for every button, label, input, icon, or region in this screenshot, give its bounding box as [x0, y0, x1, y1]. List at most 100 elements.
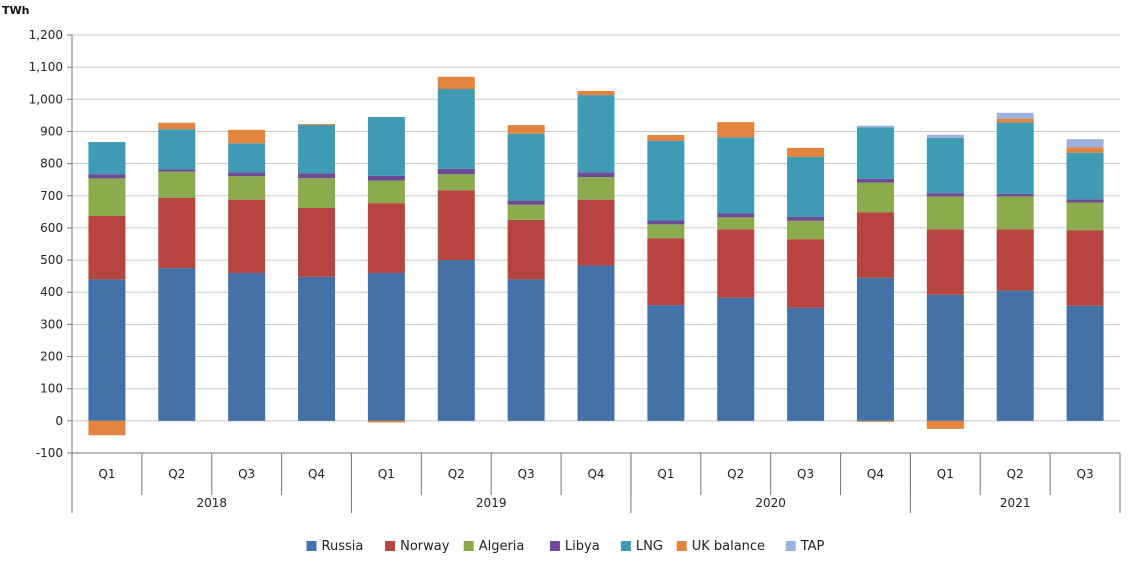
x-tick-label: Q3 — [518, 467, 535, 481]
bar-segment-libya — [88, 174, 126, 179]
bar-segment-tap — [996, 112, 1034, 119]
bar-segment-norway — [787, 239, 825, 308]
y-tick-label: 600 — [40, 221, 63, 235]
x-group-label: 2019 — [476, 496, 507, 510]
bar-segment-russia — [298, 276, 336, 421]
bar-segment-uk-balance — [298, 124, 336, 126]
bar-segment-norway — [158, 198, 196, 269]
bar-segment-libya — [577, 172, 615, 178]
bar-segment-russia — [856, 277, 894, 421]
y-axis-unit-label: TWh — [2, 4, 29, 17]
bar-segment-algeria — [298, 178, 336, 208]
y-tick-label: 300 — [40, 317, 63, 331]
bar-segment-norway — [228, 199, 266, 273]
bar-segment-uk-balance — [577, 90, 615, 96]
x-tick-label: Q1 — [98, 467, 115, 481]
bar-segment-algeria — [926, 196, 964, 230]
bar-segment-russia — [787, 307, 825, 421]
bar-segment-uk-balance — [647, 134, 685, 141]
bar-segment-lng — [228, 143, 266, 173]
bar-segment-norway — [1066, 230, 1104, 306]
bar-segment-algeria — [577, 177, 615, 200]
bar-segment-algeria — [1066, 202, 1104, 231]
x-tick-label: Q4 — [587, 467, 604, 481]
bar-segment-uk-balance — [1066, 147, 1104, 153]
legend-label-tap: TAP — [800, 539, 825, 554]
bar-segment-tap — [926, 134, 964, 138]
bars — [88, 76, 1104, 436]
bar-segment-norway — [437, 190, 475, 261]
legend-label-algeria: Algeria — [479, 539, 525, 554]
legend-label-russia: Russia — [322, 539, 364, 554]
bar-segment-russia — [926, 294, 964, 421]
x-group-label: 2020 — [755, 496, 786, 510]
bar-segment-algeria — [158, 171, 196, 199]
bar-segment-algeria — [996, 196, 1034, 230]
bar-segment-russia — [158, 268, 196, 421]
bar-segment-russia — [367, 272, 405, 421]
bar-segment-tap — [1066, 139, 1104, 148]
bar-segment-lng — [507, 133, 545, 201]
bar-segment-uk-balance — [228, 129, 266, 144]
x-tick-label: Q3 — [1077, 467, 1094, 481]
bar-segment-norway — [298, 207, 336, 277]
bar-segment-lng — [647, 140, 685, 221]
y-tick-label: 500 — [40, 253, 63, 267]
bar-segment-algeria — [367, 180, 405, 204]
bar-segment-lng — [437, 89, 475, 169]
bar-segment-uk-balance — [996, 118, 1034, 123]
bar-segment-algeria — [856, 182, 894, 213]
x-tick-label: Q3 — [797, 467, 814, 481]
bar-segment-algeria — [437, 174, 475, 191]
bar-segment-tap — [856, 125, 894, 128]
y-tick-label: 1,100 — [29, 60, 63, 74]
y-tick-label: 1,000 — [29, 92, 63, 106]
x-tick-label: Q2 — [727, 467, 744, 481]
legend: Russia Norway Algeria Libya LNG UK balance TAP — [306, 539, 825, 554]
bar-segment-russia — [507, 279, 545, 421]
bar-segment-russia — [228, 272, 266, 421]
x-tick-label: Q1 — [937, 467, 954, 481]
bar-segment-lng — [856, 127, 894, 179]
legend-swatch-libya — [549, 541, 560, 551]
bar-segment-uk-balance — [507, 125, 545, 134]
x-group-label: 2021 — [1000, 496, 1031, 510]
y-tick-label: 0 — [55, 414, 63, 428]
legend-swatch-russia — [306, 541, 317, 551]
bar-segment-lng — [158, 129, 196, 170]
x-tick-label: Q4 — [867, 467, 884, 481]
y-tick-label: 400 — [40, 285, 63, 299]
bar-segment-libya — [367, 175, 405, 181]
bar-segment-lng — [926, 137, 964, 194]
bar-segment-libya — [996, 193, 1034, 197]
legend-label-uk-balance: UK balance — [692, 539, 765, 554]
bar-segment-libya — [856, 178, 894, 183]
bar-segment-norway — [926, 229, 964, 295]
y-tick-label: 700 — [40, 189, 63, 203]
bar-segment-russia — [717, 297, 755, 421]
bar-segment-norway — [507, 219, 545, 280]
bar-segment-libya — [228, 172, 266, 177]
bar-segment-algeria — [88, 178, 126, 217]
bar-segment-libya — [1066, 199, 1104, 203]
bar-segment-uk-balance — [158, 122, 196, 130]
bar-segment-norway — [647, 238, 685, 306]
x-tick-label: Q1 — [378, 467, 395, 481]
bar-segment-libya — [717, 213, 755, 218]
bar-segment-uk-balance — [437, 76, 475, 90]
bar-segment-algeria — [787, 220, 825, 240]
bar-segment-uk-balance — [88, 420, 126, 436]
bar-segment-norway — [577, 199, 615, 266]
x-tick-label: Q4 — [308, 467, 325, 481]
bar-segment-uk-balance — [367, 420, 405, 423]
legend-swatch-algeria — [463, 541, 474, 551]
bar-segment-norway — [367, 203, 405, 273]
legend-swatch-uk-balance — [676, 541, 687, 551]
x-tick-label: Q2 — [168, 467, 185, 481]
x-tick-label: Q2 — [448, 467, 465, 481]
bar-segment-lng — [787, 156, 825, 217]
bar-segment-norway — [88, 216, 126, 280]
bar-segment-libya — [787, 216, 825, 221]
bar-segment-russia — [1066, 305, 1104, 421]
